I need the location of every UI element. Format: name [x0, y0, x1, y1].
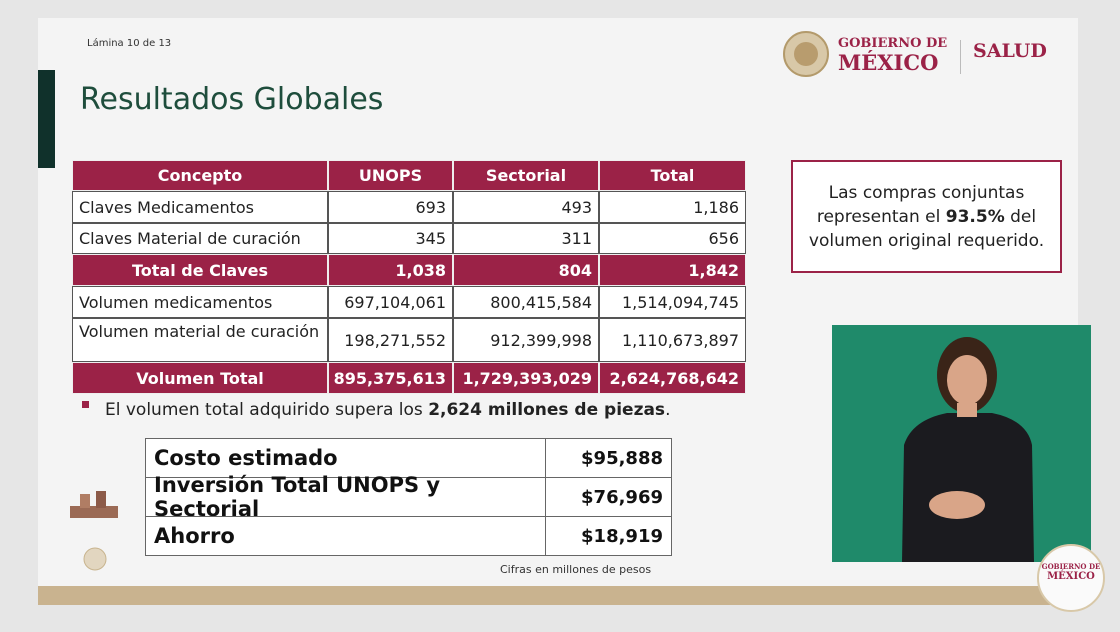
text: del volumen original requerido.: [808, 206, 1045, 251]
table-cell: Claves Material de curación: [72, 223, 328, 254]
total-cell: 2,624,768,642: [599, 362, 746, 394]
bullet-text: El volumen total adquirido supera los 2,…: [105, 400, 670, 420]
cost-value: $76,969: [545, 477, 672, 517]
total-cell: 1,842: [599, 254, 746, 286]
text: .: [665, 400, 671, 420]
corner-logo-line2: MÉXICO: [1047, 571, 1095, 582]
icon-people: [70, 491, 118, 518]
total-cell: Total de Claves: [72, 254, 328, 286]
table-cell: 493: [453, 191, 599, 223]
logo-divider: [960, 40, 961, 74]
cost-label: Ahorro: [145, 516, 546, 556]
bullet-marker: [82, 401, 89, 408]
cost-table: Costo estimado $95,888 Inversión Total UNO…: [145, 438, 672, 556]
text: Las compras conjuntas representan el: [816, 182, 1025, 227]
header-cell: Concepto: [72, 160, 328, 191]
corner-logo-line1: GOBIERNO DE: [1041, 562, 1101, 571]
table-cell: 800,415,584: [453, 286, 599, 318]
table-cell: 311: [453, 223, 599, 254]
emblem: [783, 31, 829, 77]
cost-value: $18,919: [545, 516, 672, 556]
total-cell: 1,729,393,029: [453, 362, 599, 394]
table-cell: 656: [599, 223, 746, 254]
logo-line2: MÉXICO: [838, 50, 939, 75]
header-cell: Sectorial: [453, 160, 599, 191]
cost-label: Costo estimado: [145, 438, 546, 478]
table-cell: 693: [328, 191, 453, 223]
header-cell: UNOPS: [328, 160, 453, 191]
slide-number: Lámina 10 de 13: [87, 38, 172, 49]
footnote: Cifras en millones de pesos: [500, 563, 652, 576]
callout: Las compras conjuntas representan el 93.…: [791, 160, 1062, 273]
table-cell: 1,186: [599, 191, 746, 223]
title: Resultados Globales: [80, 82, 384, 117]
icon-emblem: [83, 547, 107, 571]
table-cell: Volumen medicamentos: [72, 286, 328, 318]
accent-bar: [38, 70, 55, 168]
bold-text: 93.5%: [945, 206, 1005, 227]
total-cell: 1,038: [328, 254, 453, 286]
interpreter-video: [832, 325, 1091, 562]
table-cell: 198,271,552: [328, 318, 453, 362]
logo-dept: SALUD: [973, 40, 1047, 62]
table-cell: 1,110,673,897: [599, 318, 746, 362]
total-cell: Volumen Total: [72, 362, 328, 394]
corner-logo: [1037, 544, 1105, 612]
total-cell: 895,375,613: [328, 362, 453, 394]
table-cell: Claves Medicamentos: [72, 191, 328, 223]
callout-text: Las compras conjuntas representan el 93.…: [807, 181, 1046, 253]
total-cell: 804: [453, 254, 599, 286]
text: El volumen total adquirido supera los: [105, 400, 429, 420]
table-cell: 912,399,998: [453, 318, 599, 362]
table-cell: 345: [328, 223, 453, 254]
cost-value: $95,888: [545, 438, 672, 478]
cost-label: Inversión Total UNOPS y Sectorial: [145, 473, 546, 521]
table-cell: Volumen material de curación: [72, 318, 328, 362]
results-table: Concepto UNOPS Sectorial Total Claves Medica…: [72, 160, 746, 394]
bold-text: 2,624 millones de piezas: [428, 400, 666, 420]
table-cell: 697,104,061: [328, 286, 453, 318]
table-cell: 1,514,094,745: [599, 286, 746, 318]
header-cell: Total: [599, 160, 746, 191]
logo-line1: GOBIERNO DE: [838, 36, 948, 51]
footer-bar: [38, 586, 1078, 605]
